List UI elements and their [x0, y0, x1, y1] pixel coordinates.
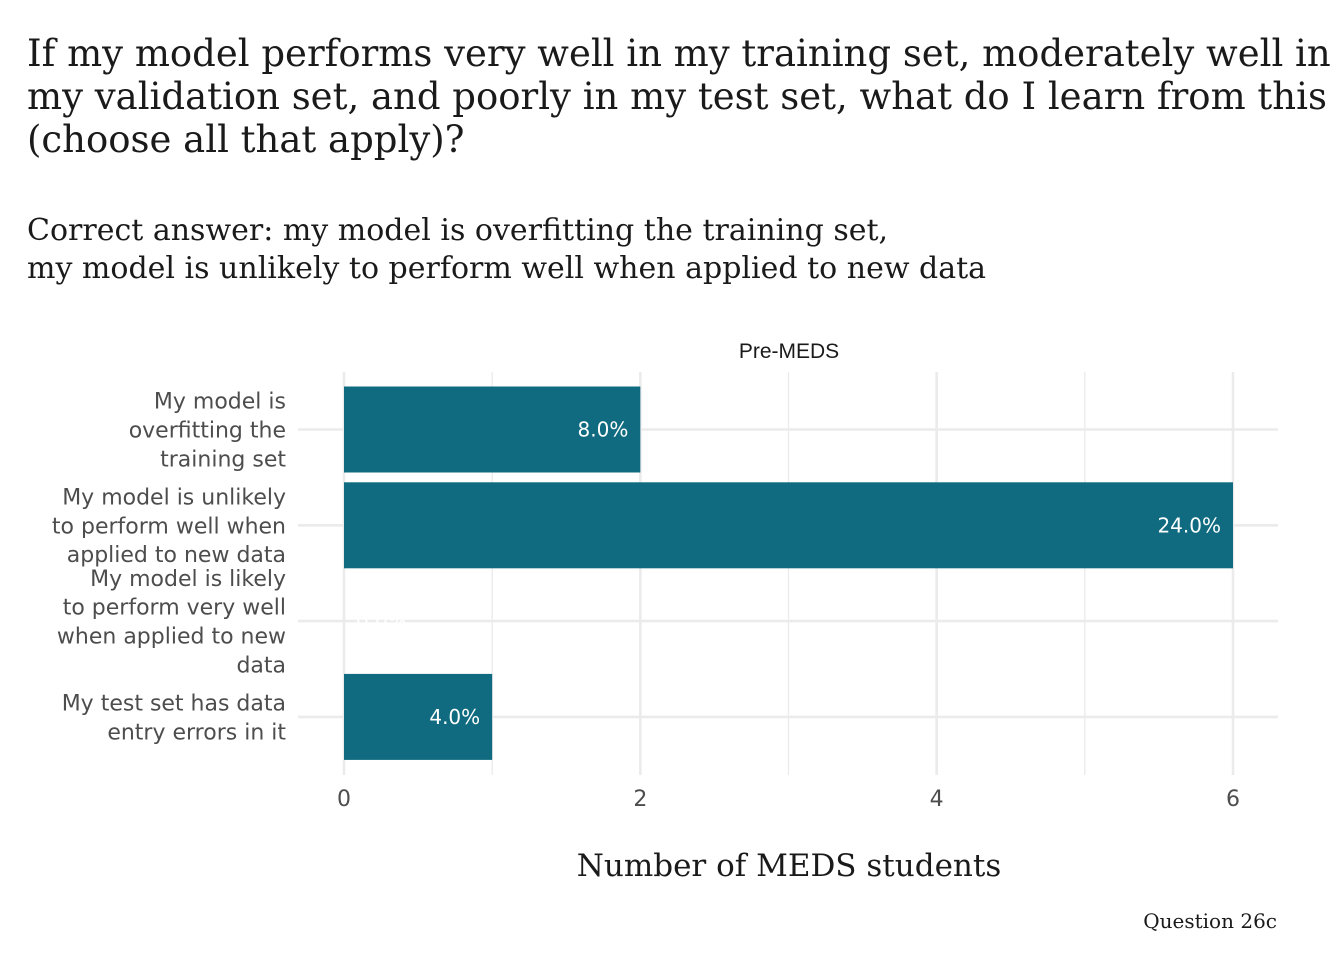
category-label: My model is overfitting the training set	[129, 390, 287, 473]
category-label: My test set has data entry errors in it	[62, 692, 287, 746]
category-label: My model is unlikely to perform well when…	[52, 486, 286, 569]
category-label-line: training set	[160, 447, 286, 472]
chart-title: If my model performs very well in my tra…	[27, 32, 1331, 161]
bar-value-label: 24.0%	[1157, 513, 1221, 537]
category-label-line: My model is	[154, 390, 286, 415]
bar-layer: 8.0% 24.0% 0.0% 4.0%	[344, 386, 1233, 760]
category-label-line: My model is unlikely	[62, 486, 286, 511]
subtitle-line-2: my model is unlikely to perform well whe…	[27, 251, 987, 286]
x-tick-label: 0	[337, 787, 351, 812]
category-label-line: My model is likely	[90, 567, 286, 592]
x-tick-label: 4	[930, 787, 944, 812]
x-tick-labels: 0 2 4 6	[337, 787, 1240, 812]
bar-value-label: 0.0%	[356, 609, 407, 633]
category-label-line: overfitting the	[129, 419, 286, 444]
category-labels: My model is overfitting the training setMy…	[52, 390, 286, 746]
category-label-line: My test set has data	[62, 692, 286, 717]
x-tick-label: 2	[633, 787, 647, 812]
category-label-line: entry errors in it	[107, 720, 286, 745]
facet-label: Pre-MEDS	[739, 340, 839, 363]
bar	[344, 386, 641, 473]
x-tick-label: 6	[1226, 787, 1240, 812]
bar-value-label: 4.0%	[429, 705, 480, 729]
category-label-line: to perform well when	[52, 514, 286, 539]
category-label-line: data	[236, 653, 286, 678]
category-label: My model is likely to perform very well wh…	[57, 567, 286, 678]
x-axis-title: Number of MEDS students	[577, 848, 1002, 884]
bar	[344, 673, 493, 760]
category-label-line: to perform very well	[63, 596, 286, 621]
bar	[344, 482, 1233, 569]
category-label-line: when applied to new	[57, 625, 286, 650]
subtitle-line-1: Correct answer: my model is overfitting …	[27, 213, 889, 248]
category-label-line: applied to new data	[67, 543, 286, 568]
chart-subtitle: Correct answer: my model is overfitting …	[27, 212, 1327, 288]
bar-value-label: 8.0%	[578, 418, 629, 442]
caption: Question 26c	[1143, 909, 1277, 933]
